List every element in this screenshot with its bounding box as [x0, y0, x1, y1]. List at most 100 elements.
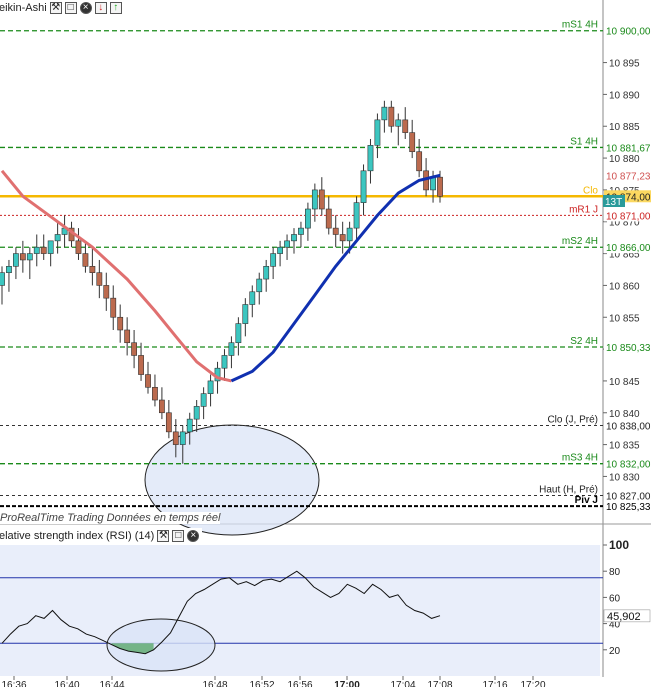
candle-body — [138, 355, 144, 375]
level-value-box — [604, 457, 651, 470]
level-value: 10 877,23 — [606, 172, 651, 183]
candle-body — [242, 304, 249, 324]
level-value: 10 850,33 — [606, 343, 651, 354]
candle-body — [96, 272, 103, 286]
watermark-text: ProRealTime Trading Données en temps rée… — [0, 512, 221, 524]
level-value-box — [604, 419, 651, 432]
candle-body — [381, 106, 388, 121]
x-axis-tick-label: 17:04 — [390, 680, 415, 687]
candle-body — [110, 297, 117, 318]
price-panel-title: eikin-Ashi — [0, 2, 47, 14]
candle-body — [13, 253, 19, 267]
price-panel-background — [0, 0, 600, 521]
x-axis-tick-label: 16:52 — [249, 680, 274, 687]
candle-body — [159, 399, 165, 414]
candle-body — [277, 246, 283, 254]
x-axis-tick-label: 17:00 — [334, 680, 360, 687]
candle-body — [430, 176, 436, 191]
candle-body — [318, 189, 325, 210]
rsi-axis-tick-label: 80 — [609, 567, 621, 578]
level-value-box — [604, 489, 651, 502]
level-name: mR1 J — [569, 204, 598, 215]
maximize-icon[interactable]: □ — [172, 530, 185, 542]
candle-body — [437, 176, 443, 197]
countdown-box — [603, 195, 625, 207]
rsi-line — [1, 570, 441, 655]
candle-body — [193, 406, 200, 420]
price-axis-tick-label: 10 835 — [609, 441, 640, 452]
candle-body — [360, 170, 367, 203]
x-axis-tick-label: 16:40 — [54, 680, 79, 687]
level-value: 10 871,00 — [606, 211, 651, 222]
candle-body — [298, 227, 304, 235]
move-down-icon[interactable]: ↓ — [94, 2, 107, 14]
candle-body — [33, 246, 40, 254]
candle-body — [6, 266, 12, 273]
candle-body — [19, 253, 26, 261]
rsi-axis-tick-label: 20 — [609, 646, 621, 657]
candle-body — [325, 208, 332, 229]
candle-body — [89, 266, 96, 273]
x-axis-tick-label: 17:20 — [520, 680, 545, 687]
candle-body — [40, 246, 47, 254]
candle-body — [235, 323, 242, 344]
candle-body — [263, 266, 270, 280]
level-value-box — [604, 169, 651, 182]
price-axis-tick-label: 10 870 — [609, 218, 640, 229]
level-value-box — [604, 24, 651, 37]
candle-body — [332, 227, 339, 235]
price-axis-tick-label: 10 830 — [609, 472, 640, 483]
price-axis-tick-label: 10 895 — [609, 59, 640, 70]
candle-body — [221, 355, 228, 369]
level-name: Clo — [583, 185, 598, 196]
candle-body — [346, 227, 353, 242]
rsi-panel-toolbar: elative strength index (RSI) (14) ⚒ □ × — [0, 528, 203, 544]
candle-body — [339, 234, 346, 242]
candle-body — [249, 291, 256, 305]
price-axis-tick-label: 10 890 — [609, 90, 640, 101]
level-name: S1 4H — [570, 136, 598, 147]
rsi-panel-title: elative strength index (RSI) (14) — [0, 530, 155, 542]
price-axis-tick-label: 10 880 — [609, 154, 640, 165]
rsi-value-label: 45,902 — [607, 611, 641, 623]
candle-body — [82, 253, 89, 267]
candle-body — [367, 145, 374, 172]
level-value-box — [604, 241, 651, 254]
candle-body — [228, 342, 235, 356]
level-value: 10 881,67 — [606, 143, 651, 154]
candle-body — [416, 151, 423, 172]
wrench-icon[interactable]: ⚒ — [49, 2, 62, 14]
candle-body — [165, 412, 172, 433]
level-value: 10 866,00 — [606, 243, 651, 254]
candle-body — [305, 208, 311, 229]
candle-body — [103, 285, 110, 299]
price-axis-tick-label: 10 840 — [609, 409, 640, 420]
x-axis-tick-label: 16:48 — [202, 680, 227, 687]
price-axis-tick-label: 10 885 — [609, 122, 640, 133]
candle-body — [374, 119, 381, 146]
x-axis-tick-label: 17:08 — [427, 680, 452, 687]
maximize-icon[interactable]: □ — [64, 2, 77, 14]
candle-body — [54, 234, 61, 242]
candle-body — [131, 342, 137, 356]
level-name: mS1 4H — [562, 20, 598, 31]
candle-body — [124, 329, 131, 344]
candle-body — [388, 106, 395, 127]
candle-body — [186, 418, 193, 433]
x-axis-tick-label: 16:36 — [1, 680, 26, 687]
candle-body — [117, 316, 124, 331]
level-value-box — [604, 340, 651, 353]
price-axis-tick-label: 10 865 — [609, 250, 640, 261]
level-value-box — [604, 141, 651, 154]
rsi-axis-tick-label: 40 — [609, 620, 621, 631]
x-axis-tick-label: 16:44 — [99, 680, 124, 687]
rsi-highlight-ellipse — [106, 618, 216, 672]
candle-body — [353, 202, 360, 229]
rsi-value-box — [603, 609, 651, 623]
level-value-box — [604, 209, 651, 222]
close-icon[interactable]: × — [79, 2, 92, 14]
move-up-icon[interactable]: ↑ — [109, 2, 122, 14]
wrench-icon[interactable]: ⚒ — [157, 530, 170, 542]
close-icon[interactable]: × — [187, 530, 200, 542]
